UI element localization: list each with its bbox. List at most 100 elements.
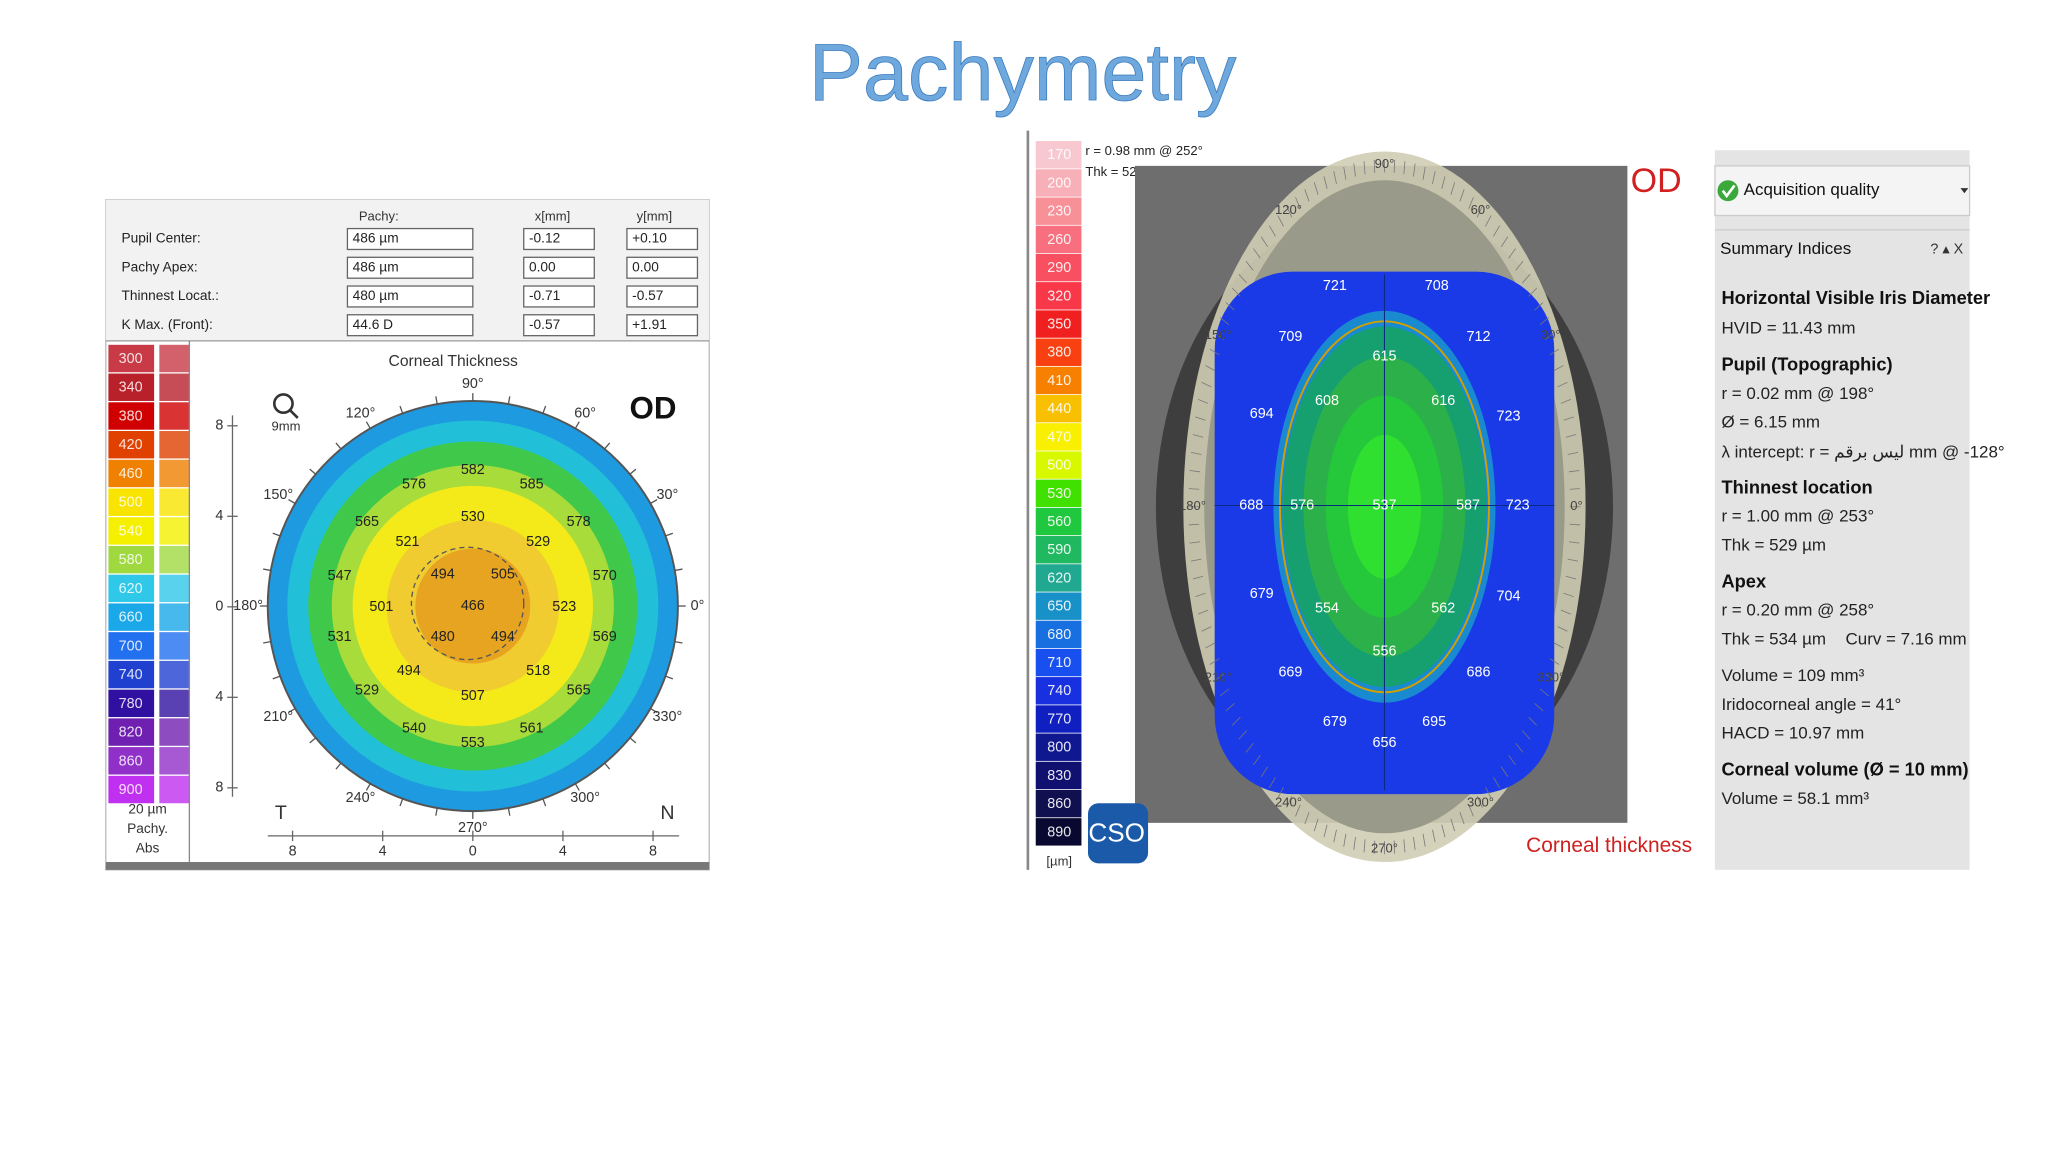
angle-label: 150° — [1205, 327, 1232, 342]
scale-swatch-narrow — [159, 545, 190, 574]
ring-tick — [1485, 215, 1492, 227]
scale-swatch — [108, 517, 155, 545]
scale-label: 260 — [1047, 232, 1071, 248]
ring-tick — [1522, 730, 1531, 740]
map-title: Corneal thickness — [1526, 834, 1692, 857]
ring-tick — [1268, 225, 1276, 237]
ring-tick — [263, 568, 271, 572]
row-value: -0.12 — [529, 231, 560, 246]
quality-bar — [1714, 165, 1971, 217]
ring-tick — [1441, 824, 1446, 838]
ring-tick — [1353, 163, 1356, 177]
y-axis-label: 4 — [215, 508, 223, 524]
logo-text: CSO — [1088, 818, 1145, 848]
ring-tick — [1188, 523, 1200, 526]
angle-label: 270° — [1371, 840, 1398, 855]
scale-swatch — [108, 574, 155, 603]
scale-label: 780 — [119, 696, 143, 712]
section-heading: Horizontal Visible Iris Diameter — [1721, 287, 1990, 308]
table-header: y[mm] — [637, 208, 673, 223]
ring-tick — [1277, 215, 1284, 227]
ring-tick — [1304, 189, 1310, 202]
scale-swatch — [1035, 394, 1082, 423]
scale-label: 530 — [1047, 486, 1071, 502]
section-line: r = 0.20 mm @ 258° — [1721, 601, 1874, 620]
eye-label: OD — [630, 390, 677, 425]
check-icon — [1717, 180, 1739, 202]
scale-label: 300 — [119, 351, 143, 367]
ring-tick — [674, 568, 683, 572]
value-box — [346, 227, 474, 251]
ring-tick — [1569, 488, 1581, 490]
map-value: 686 — [1467, 664, 1491, 680]
ring-tick — [1508, 755, 1516, 766]
map-value: 587 — [1456, 497, 1480, 513]
map-value: 679 — [1323, 714, 1347, 730]
scale-swatch-narrow — [159, 775, 190, 804]
scale-swatch-narrow — [159, 574, 190, 603]
map-value: 569 — [593, 629, 617, 645]
map-title: Corneal Thickness — [389, 353, 519, 370]
scale-swatch — [1035, 282, 1082, 310]
ring-tick — [1393, 159, 1396, 173]
ring-tick — [1238, 274, 1247, 284]
y-axis-label: 0 — [215, 599, 223, 615]
ring-tick — [435, 396, 438, 405]
x-axis-label: 0 — [469, 843, 477, 859]
scale-swatch-narrow — [159, 373, 190, 401]
section-line: Thk = 529 µm — [1721, 535, 1826, 554]
map-value: 505 — [491, 566, 515, 582]
map-value: 576 — [1290, 497, 1314, 513]
map-value: 688 — [1239, 497, 1263, 513]
ring-tick — [1245, 742, 1254, 753]
row-value: -0.57 — [632, 288, 663, 303]
ring-tick — [1468, 197, 1474, 209]
scale-label: 820 — [119, 725, 143, 741]
ring-tick — [1304, 812, 1310, 825]
map-value: 494 — [491, 629, 515, 645]
scale-swatch — [108, 488, 155, 516]
scale-swatch — [1035, 705, 1082, 733]
row-value: 486 µm — [353, 259, 399, 274]
section-heading: Pupil (Topographic) — [1721, 354, 1892, 375]
map-value: 518 — [526, 663, 550, 679]
scale-label: 770 — [1047, 711, 1071, 727]
ring-tick — [1286, 205, 1293, 218]
ring-tick — [1413, 163, 1416, 177]
ring-tick — [1189, 470, 1201, 473]
scale-swatch — [1035, 197, 1082, 225]
map-value: 537 — [1372, 497, 1396, 513]
scale-swatch — [108, 660, 155, 689]
section-line: r = 0.02 mm @ 198° — [1721, 384, 1874, 403]
section-line: HVID = 11.43 mm — [1721, 319, 1855, 338]
ring-tick — [1197, 609, 1209, 615]
ring-tick — [542, 798, 547, 807]
ring-tick — [335, 762, 342, 770]
scale-swatch — [1035, 648, 1082, 677]
scale-swatch — [108, 545, 155, 574]
map-value: 529 — [355, 683, 379, 699]
angle-label: 210° — [263, 709, 293, 725]
row-label: K Max. (Front): — [121, 317, 212, 332]
scale-swatch-narrow — [159, 718, 190, 746]
ring-tick — [574, 421, 580, 429]
scale-swatch — [108, 632, 155, 660]
angle-label: 330° — [1537, 669, 1564, 684]
scale-swatch — [1035, 677, 1082, 705]
scale-swatch-narrow — [159, 459, 190, 488]
scale-swatch-narrow — [159, 402, 190, 430]
ring-tick — [1403, 839, 1406, 853]
section-line: HACD = 10.97 mm — [1721, 724, 1864, 743]
angle-label: 30° — [1541, 327, 1561, 342]
sidebar-header: Summary Indices — [1720, 239, 1851, 258]
ring-tick — [309, 468, 317, 475]
ring-tick — [1544, 673, 1555, 681]
ring-tick — [365, 783, 371, 791]
ring-tick — [1567, 452, 1579, 455]
ring-tick — [1268, 777, 1276, 789]
angle-label: 180° — [233, 598, 263, 614]
map-value: 721 — [1323, 278, 1347, 294]
scale-swatch — [1035, 423, 1082, 451]
zoom-label: 9mm — [272, 419, 301, 434]
row-value: 44.6 D — [353, 317, 393, 332]
